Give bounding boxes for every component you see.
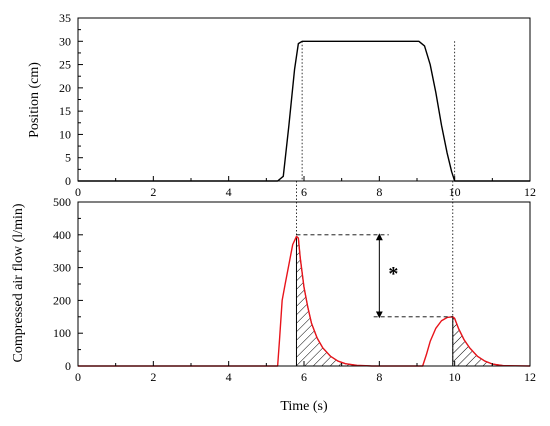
x-tick-label: 4 bbox=[226, 185, 232, 199]
x-tick-label: 4 bbox=[226, 370, 232, 384]
y-tick-label: 15 bbox=[59, 104, 71, 118]
significance-label: * bbox=[388, 263, 398, 285]
x-tick-label: 2 bbox=[150, 185, 156, 199]
hatched-area bbox=[452, 315, 505, 367]
y-tick-label: 300 bbox=[53, 261, 71, 275]
x-tick-label: 12 bbox=[524, 370, 536, 384]
y-tick-label: 20 bbox=[59, 81, 71, 95]
series-layer bbox=[78, 235, 531, 367]
y-tick-label: 0 bbox=[65, 174, 71, 188]
x-tick-label: 6 bbox=[301, 370, 307, 384]
y-tick-label: 5 bbox=[65, 151, 71, 165]
x-tick-label: 8 bbox=[376, 370, 382, 384]
position-panel: 0 2 4 6 8 10 12 0 5 10 15 20 25 30 35 Position (cm) bbox=[27, 11, 536, 199]
x-axis-label: Time (s) bbox=[280, 399, 328, 414]
series-line bbox=[78, 40, 530, 182]
y-tick-label: 200 bbox=[53, 293, 71, 307]
series-layer bbox=[78, 40, 530, 182]
series-line bbox=[78, 235, 531, 367]
x-tick-label: 12 bbox=[524, 185, 536, 199]
y-tick-label: 0 bbox=[65, 359, 71, 373]
x-tick-label: 6 bbox=[301, 185, 307, 199]
y-tick-label: 100 bbox=[53, 326, 71, 340]
y-tick-label: 400 bbox=[53, 228, 71, 242]
x-axis-ticks: 0 2 4 6 8 10 12 bbox=[75, 361, 536, 384]
x-tick-label: 10 bbox=[449, 185, 461, 199]
y-axis-ticks: 0 100 200 300 400 500 bbox=[53, 195, 83, 373]
y-tick-label: 30 bbox=[59, 34, 71, 48]
x-tick-label: 10 bbox=[449, 370, 461, 384]
x-tick-label: 0 bbox=[75, 370, 81, 384]
y-tick-label: 10 bbox=[59, 127, 71, 141]
difference-bracket: * bbox=[296, 233, 453, 319]
guide-lines bbox=[301, 41, 456, 181]
plot-frame bbox=[77, 17, 531, 182]
x-axis-ticks: 0 2 4 6 8 10 12 bbox=[75, 176, 536, 199]
y-tick-label: 35 bbox=[59, 11, 71, 25]
x-tick-label: 2 bbox=[150, 370, 156, 384]
x-tick-label: 8 bbox=[376, 185, 382, 199]
y-tick-label: 500 bbox=[53, 195, 71, 209]
hatch-layer bbox=[295, 235, 505, 367]
guide-lines bbox=[296, 181, 454, 366]
y-axis-label: Position (cm) bbox=[27, 62, 42, 138]
hatched-area bbox=[295, 235, 372, 367]
x-tick-label: 0 bbox=[75, 185, 81, 199]
y-axis-ticks: 0 5 10 15 20 25 30 35 bbox=[59, 11, 83, 188]
y-tick-label: 25 bbox=[59, 58, 71, 72]
y-axis-label: Compressed air flow (l/min) bbox=[11, 203, 26, 362]
